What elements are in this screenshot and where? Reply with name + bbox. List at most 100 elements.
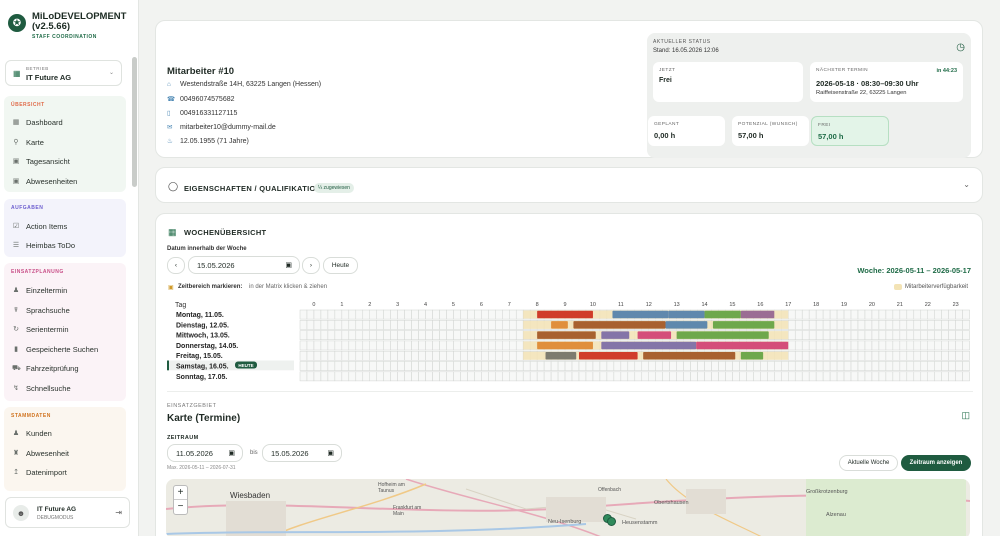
matrix-cell[interactable]	[878, 350, 887, 361]
matrix-cell[interactable]	[920, 340, 929, 351]
matrix-cell[interactable]	[808, 371, 817, 382]
matrix-cell[interactable]	[495, 350, 503, 361]
matrix-cell[interactable]	[829, 320, 838, 330]
matrix-cell[interactable]	[753, 361, 761, 371]
matrix-cell[interactable]	[836, 371, 845, 382]
matrix-cell[interactable]	[822, 350, 831, 361]
matrix-cell[interactable]	[341, 371, 350, 382]
matrix-cell[interactable]	[920, 320, 929, 330]
matrix-cell[interactable]	[857, 330, 866, 340]
matrix-cell[interactable]	[718, 371, 726, 382]
matrix-cell[interactable]	[655, 361, 663, 371]
matrix-cell[interactable]	[327, 330, 336, 340]
matrix-cell[interactable]	[871, 340, 880, 351]
matrix-cell[interactable]	[327, 361, 336, 371]
matrix-cell[interactable]	[327, 320, 336, 330]
matrix-cell[interactable]	[885, 361, 894, 371]
sidebar-item-action-items[interactable]: ☑ Action Items	[12, 219, 122, 233]
to-date-input[interactable]: 15.05.2026 ▣	[262, 444, 342, 462]
matrix-cell[interactable]	[334, 371, 343, 382]
matrix-cell[interactable]	[788, 371, 796, 382]
chevron-down-icon[interactable]: ⌄	[963, 180, 970, 189]
matrix-cell[interactable]	[397, 340, 405, 351]
matrix-cell[interactable]	[732, 361, 740, 371]
matrix-cell[interactable]	[306, 320, 315, 330]
matrix-cell[interactable]	[397, 320, 405, 330]
matrix-cell[interactable]	[502, 361, 510, 371]
matrix-cell[interactable]	[362, 330, 370, 340]
matrix-cell[interactable]	[390, 340, 398, 351]
appointment-block[interactable]	[696, 341, 789, 350]
matrix-cell[interactable]	[439, 309, 447, 320]
matrix-cell[interactable]	[404, 320, 412, 330]
matrix-cell[interactable]	[488, 320, 496, 330]
appointment-block[interactable]	[612, 310, 669, 319]
matrix-cell[interactable]	[320, 320, 329, 330]
matrix-cell[interactable]	[892, 330, 901, 340]
matrix-cell[interactable]	[906, 340, 915, 351]
appointment-block[interactable]	[665, 321, 708, 329]
matrix-cell[interactable]	[941, 340, 949, 351]
matrix-cell[interactable]	[941, 330, 949, 340]
matrix-cell[interactable]	[467, 361, 475, 371]
matrix-cell[interactable]	[927, 330, 935, 340]
appointment-block[interactable]	[740, 310, 775, 319]
matrix-cell[interactable]	[920, 371, 929, 382]
matrix-cell[interactable]	[327, 350, 336, 361]
matrix-cell[interactable]	[899, 340, 908, 351]
matrix-cell[interactable]	[376, 361, 384, 371]
matrix-cell[interactable]	[362, 371, 370, 382]
next-week-button[interactable]: ›	[302, 257, 320, 274]
sidebar-item-datenimport[interactable]: ↥ Datenimport	[12, 465, 122, 479]
matrix-cell[interactable]	[571, 361, 580, 371]
matrix-cell[interactable]	[746, 361, 754, 371]
matrix-cell[interactable]	[425, 371, 433, 382]
appointment-block[interactable]	[704, 310, 741, 319]
matrix-cell[interactable]	[899, 371, 908, 382]
matrix-cell[interactable]	[857, 371, 866, 382]
matrix-cell[interactable]	[327, 340, 336, 351]
matrix-cell[interactable]	[892, 361, 901, 371]
matrix-cell[interactable]	[515, 340, 524, 351]
matrix-cell[interactable]	[899, 361, 908, 371]
matrix-cell[interactable]	[341, 350, 350, 361]
matrix-cell[interactable]	[732, 371, 740, 382]
matrix-cell[interactable]	[397, 350, 405, 361]
matrix-cell[interactable]	[788, 309, 796, 320]
matrix-cell[interactable]	[334, 309, 343, 320]
matrix-cell[interactable]	[794, 361, 803, 371]
matrix-cell[interactable]	[899, 309, 908, 320]
matrix-cell[interactable]	[850, 320, 859, 330]
matrix-cell[interactable]	[348, 320, 357, 330]
matrix-cell[interactable]	[495, 309, 503, 320]
matrix-cell[interactable]	[878, 371, 887, 382]
matrix-cell[interactable]	[774, 361, 782, 371]
matrix-cell[interactable]	[962, 350, 970, 361]
matrix-cell[interactable]	[425, 330, 433, 340]
matrix-cell[interactable]	[941, 371, 949, 382]
matrix-cell[interactable]	[906, 330, 915, 340]
map-icon[interactable]: ◫	[961, 410, 970, 420]
appointment-block[interactable]	[537, 310, 593, 319]
matrix-cell[interactable]	[906, 361, 915, 371]
matrix-cell[interactable]	[390, 371, 398, 382]
matrix-cell[interactable]	[913, 340, 922, 351]
matrix-cell[interactable]	[557, 371, 566, 382]
matrix-cell[interactable]	[313, 371, 322, 382]
matrix-cell[interactable]	[871, 361, 880, 371]
matrix-cell[interactable]	[725, 371, 733, 382]
matrix-cell[interactable]	[822, 361, 831, 371]
matrix-cell[interactable]	[648, 371, 656, 382]
matrix-cell[interactable]	[927, 340, 935, 351]
matrix-cell[interactable]	[313, 340, 322, 351]
matrix-cell[interactable]	[299, 309, 308, 320]
matrix-cell[interactable]	[941, 309, 949, 320]
matrix-cell[interactable]	[306, 330, 315, 340]
matrix-cell[interactable]	[299, 371, 308, 382]
matrix-cell[interactable]	[502, 320, 510, 330]
matrix-cell[interactable]	[369, 320, 377, 330]
matrix-cell[interactable]	[934, 320, 942, 330]
map-marker[interactable]	[607, 517, 616, 526]
matrix-cell[interactable]	[808, 330, 817, 340]
matrix-cell[interactable]	[432, 330, 440, 340]
